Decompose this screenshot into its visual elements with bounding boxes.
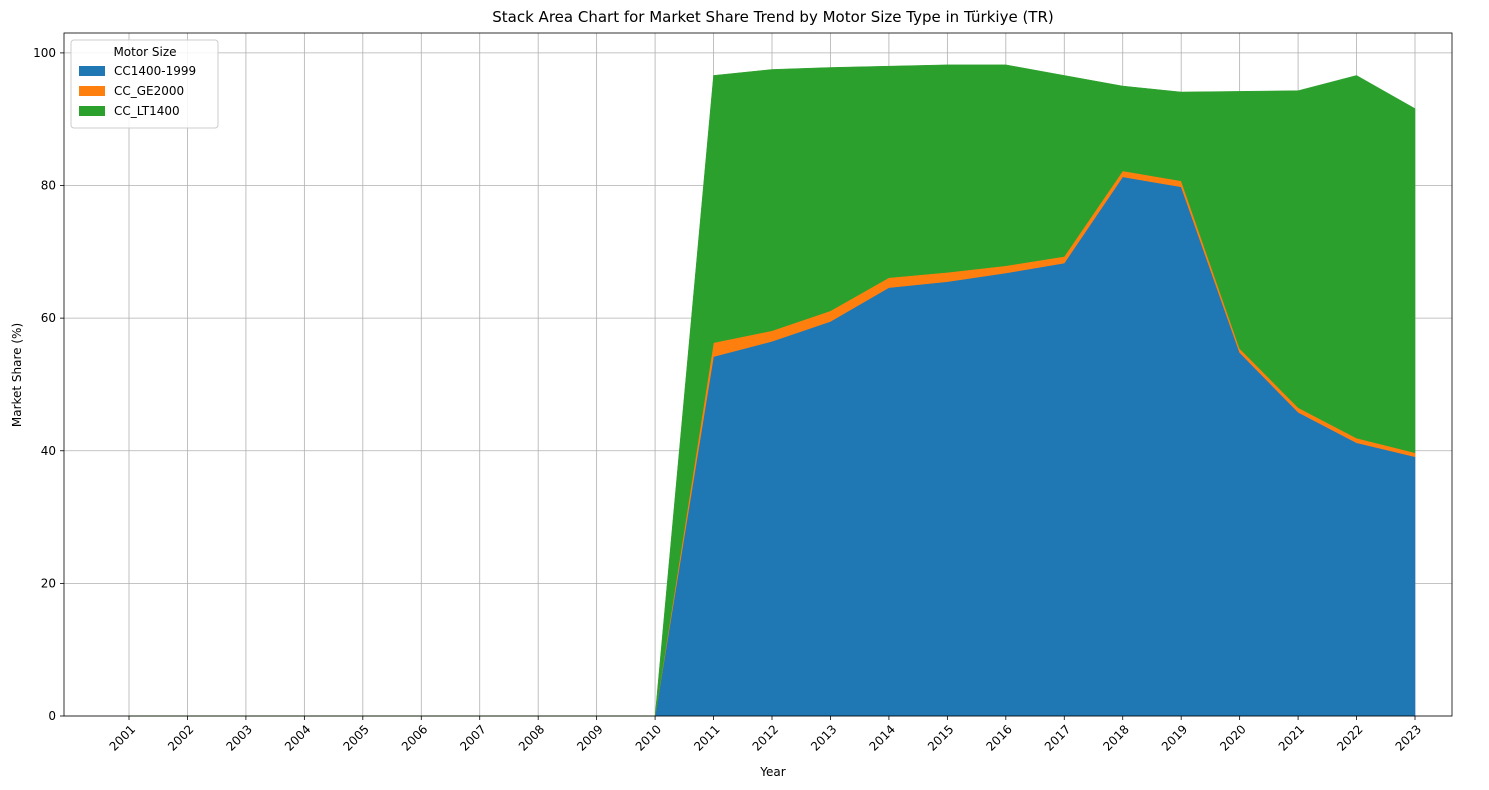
y-tick-label: 0 — [48, 709, 56, 723]
x-tick-label: 2021 — [1276, 722, 1307, 753]
legend: Motor Size CC1400-1999 CC_GE2000 CC_LT1400 — [70, 39, 219, 129]
x-tick-label: 2016 — [983, 722, 1014, 753]
x-tick-label: 2002 — [165, 722, 196, 753]
chart-title: Stack Area Chart for Market Share Trend … — [492, 8, 1053, 26]
x-tick-label: 2019 — [1159, 722, 1190, 753]
legend-label-0: CC1400-1999 — [114, 64, 196, 78]
x-tick-label: 2008 — [516, 722, 547, 753]
y-axis-label: Market Share (%) — [10, 323, 24, 427]
x-tick-label: 2018 — [1100, 722, 1131, 753]
legend-swatch-1 — [79, 86, 105, 96]
x-tick-label: 2005 — [340, 722, 371, 753]
x-tick-label: 2012 — [750, 722, 781, 753]
x-tick-label: 2006 — [399, 722, 430, 753]
x-axis: 2001 2002 2003 2004 2005 2006 2007 2008 2009 2010… — [107, 716, 1424, 754]
x-tick-label: 2009 — [574, 722, 605, 753]
x-tick-label: 2001 — [107, 722, 138, 753]
x-tick-label: 2020 — [1217, 722, 1248, 753]
legend-label-2: CC_LT1400 — [114, 104, 180, 118]
x-tick-label: 2010 — [633, 722, 664, 753]
y-tick-label: 60 — [41, 311, 56, 325]
legend-swatch-2 — [79, 106, 105, 116]
legend-title: Motor Size — [113, 45, 176, 59]
y-tick-label: 40 — [41, 444, 56, 458]
y-tick-label: 100 — [33, 46, 56, 60]
y-tick-label: 20 — [41, 576, 56, 590]
plot-areas — [129, 64, 1416, 717]
x-axis-label: Year — [759, 765, 785, 779]
legend-frame — [70, 39, 219, 129]
x-tick-label: 2013 — [808, 722, 839, 753]
x-tick-label: 2007 — [457, 722, 488, 753]
legend-items: CC1400-1999 CC_GE2000 CC_LT1400 — [79, 64, 196, 118]
x-tick-label: 2011 — [691, 722, 722, 753]
x-tick-label: 2003 — [224, 722, 255, 753]
y-axis: 0 20 40 60 80 100 — [33, 46, 64, 723]
x-tick-label: 2015 — [925, 722, 956, 753]
x-tick-label: 2004 — [282, 722, 313, 753]
x-tick-label: 2017 — [1042, 722, 1073, 753]
x-tick-label: 2022 — [1334, 722, 1365, 753]
x-tick-label: 2023 — [1393, 722, 1424, 753]
plot-frame — [63, 32, 1453, 717]
legend-swatch-0 — [79, 66, 105, 76]
x-tick-label: 2014 — [867, 722, 898, 753]
legend-label-1: CC_GE2000 — [114, 84, 184, 98]
y-tick-label: 80 — [41, 179, 56, 193]
